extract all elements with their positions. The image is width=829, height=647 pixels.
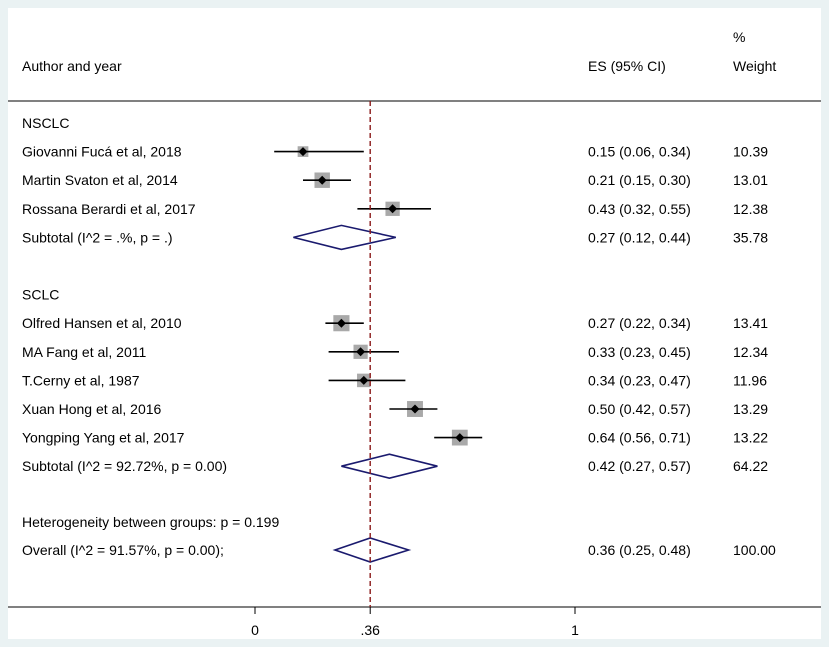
study-es-text: 0.34 (0.23, 0.47) bbox=[588, 372, 691, 388]
study-label: Xuan Hong et al, 2016 bbox=[22, 401, 162, 417]
study-es-text: 0.64 (0.56, 0.71) bbox=[588, 430, 691, 446]
study-label: Yongping Yang et al, 2017 bbox=[22, 430, 185, 446]
subtotal-label: Subtotal (I^2 = .%, p = .) bbox=[22, 229, 173, 245]
group-label: NSCLC bbox=[22, 115, 69, 131]
weight-header-percent: % bbox=[733, 29, 745, 45]
study-weight: 13.41 bbox=[733, 315, 768, 331]
study-weight: 13.01 bbox=[733, 172, 768, 188]
weight-header: Weight bbox=[733, 58, 776, 74]
point-estimate bbox=[298, 147, 308, 157]
study-label: Giovanni Fucá et al, 2018 bbox=[22, 144, 182, 160]
overall-label: Overall (I^2 = 91.57%, p = 0.00); bbox=[22, 542, 224, 558]
study-weight: 13.29 bbox=[733, 401, 768, 417]
study-es-text: 0.15 (0.06, 0.34) bbox=[588, 144, 691, 160]
overall-weight: 100.00 bbox=[733, 542, 776, 558]
point-estimate bbox=[359, 375, 369, 385]
study-es-text: 0.43 (0.32, 0.55) bbox=[588, 201, 691, 217]
study-es-text: 0.50 (0.42, 0.57) bbox=[588, 401, 691, 417]
study-weight: 13.22 bbox=[733, 430, 768, 446]
study-label: Rossana Berardi et al, 2017 bbox=[22, 201, 196, 217]
study-weight: 11.96 bbox=[733, 372, 767, 388]
study-label: Olfred Hansen et al, 2010 bbox=[22, 315, 182, 331]
study-es-text: 0.33 (0.23, 0.45) bbox=[588, 344, 691, 360]
study-weight: 12.34 bbox=[733, 344, 768, 360]
subtotal-weight: 64.22 bbox=[733, 458, 768, 474]
point-estimate bbox=[388, 204, 398, 214]
point-estimate bbox=[317, 175, 327, 185]
point-estimate bbox=[356, 347, 366, 357]
subtotal-es-text: 0.27 (0.12, 0.44) bbox=[588, 229, 691, 245]
study-es-text: 0.27 (0.22, 0.34) bbox=[588, 315, 691, 331]
subtotal-label: Subtotal (I^2 = 92.72%, p = 0.00) bbox=[22, 458, 227, 474]
x-tick-label: 1 bbox=[571, 622, 579, 638]
es-header: ES (95% CI) bbox=[588, 58, 666, 74]
study-weight: 12.38 bbox=[733, 201, 768, 217]
subtotal-diamond bbox=[293, 224, 396, 251]
subtotal-weight: 35.78 bbox=[733, 229, 768, 245]
study-es-text: 0.21 (0.15, 0.30) bbox=[588, 172, 691, 188]
study-label: T.Cerny et al, 1987 bbox=[22, 372, 140, 388]
study-weight: 10.39 bbox=[733, 144, 768, 160]
subtotal-es-text: 0.42 (0.27, 0.57) bbox=[588, 458, 691, 474]
study-label: Martin Svaton et al, 2014 bbox=[22, 172, 178, 188]
overall-es-text: 0.36 (0.25, 0.48) bbox=[588, 542, 691, 558]
plot-area bbox=[8, 8, 821, 639]
group-label: SCLC bbox=[22, 287, 59, 303]
author-header: Author and year bbox=[22, 58, 122, 74]
subtotal-diamond bbox=[341, 453, 438, 480]
point-estimate bbox=[410, 404, 420, 414]
x-tick-label: .36 bbox=[360, 622, 380, 638]
x-tick-label: 0 bbox=[251, 622, 259, 638]
overall-diamond bbox=[332, 537, 412, 563]
point-estimate bbox=[455, 433, 465, 443]
study-label: MA Fang et al, 2011 bbox=[22, 344, 146, 360]
point-estimate bbox=[336, 318, 346, 328]
heterogeneity-label: Heterogeneity between groups: p = 0.199 bbox=[22, 514, 279, 530]
